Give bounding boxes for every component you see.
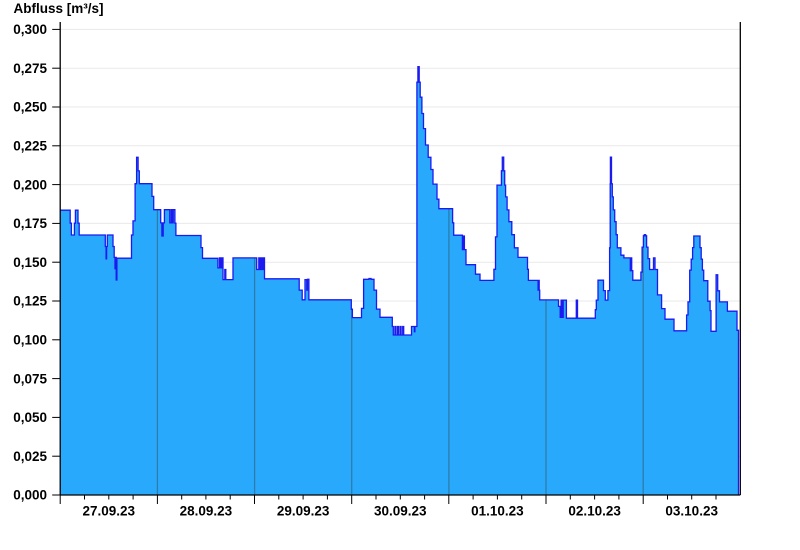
svg-text:Abfluss [m³/s]: Abfluss [m³/s] (14, 1, 104, 16)
svg-text:0,100: 0,100 (13, 333, 47, 348)
svg-text:01.10.23: 01.10.23 (471, 504, 524, 519)
svg-text:0,175: 0,175 (13, 216, 47, 231)
svg-text:29.09.23: 29.09.23 (277, 504, 330, 519)
svg-text:27.09.23: 27.09.23 (83, 504, 136, 519)
svg-text:30.09.23: 30.09.23 (374, 504, 427, 519)
svg-text:0,125: 0,125 (13, 294, 47, 309)
svg-text:0,225: 0,225 (13, 139, 47, 154)
svg-text:0,300: 0,300 (13, 22, 47, 37)
svg-text:0,000: 0,000 (13, 488, 47, 503)
svg-text:28.09.23: 28.09.23 (180, 504, 233, 519)
svg-text:03.10.23: 03.10.23 (665, 504, 718, 519)
svg-text:0,050: 0,050 (13, 410, 47, 425)
svg-text:0,075: 0,075 (13, 371, 47, 386)
svg-text:0,150: 0,150 (13, 255, 47, 270)
svg-text:0,200: 0,200 (13, 177, 47, 192)
svg-text:0,275: 0,275 (13, 61, 47, 76)
svg-text:02.10.23: 02.10.23 (568, 504, 621, 519)
svg-text:0,025: 0,025 (13, 449, 47, 464)
svg-text:0,250: 0,250 (13, 100, 47, 115)
